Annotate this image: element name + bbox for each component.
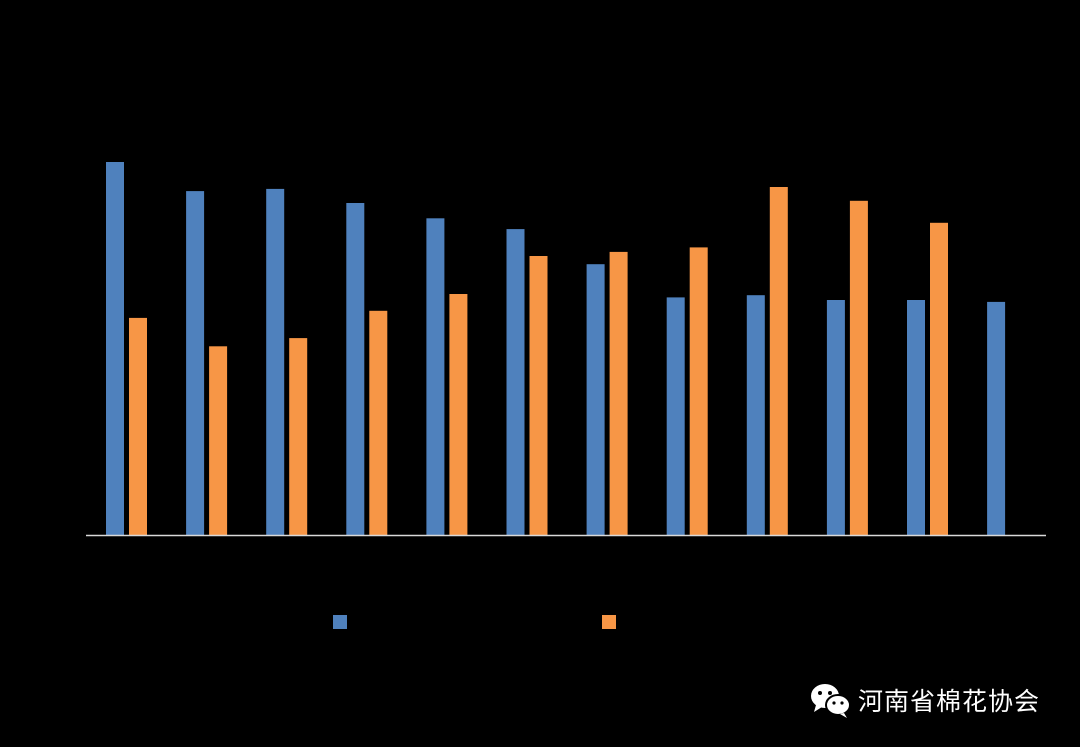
bar-series-1-group-11 [907, 300, 925, 535]
legend-swatch-series-1 [333, 615, 347, 629]
bar-series-2-group-7 [609, 251, 628, 535]
bar-series-2-group-4 [369, 310, 388, 535]
bar-series-1-group-7 [586, 264, 605, 535]
watermark: 河南省棉花协会 [808, 680, 1040, 720]
bar-series-2-group-8 [689, 247, 708, 535]
bar-series-1-group-6 [506, 229, 525, 535]
bar-series-2-group-6 [529, 256, 548, 535]
bar-series-1-group-12 [987, 301, 1006, 535]
bar-series-1-group-10 [826, 300, 845, 535]
bar-series-1-group-8 [666, 297, 685, 535]
bar-series-2-group-2 [209, 346, 228, 535]
bar-series-1-group-4 [346, 203, 365, 535]
bar-series-2-group-3 [289, 338, 308, 535]
bar-series-2-group-1 [129, 317, 147, 535]
bars-group [106, 162, 1006, 536]
legend-swatch-series-2 [602, 615, 616, 629]
bar-series-1-group-2 [186, 191, 205, 535]
bar-series-2-group-11 [930, 222, 948, 536]
bar-series-2-group-9 [769, 187, 788, 535]
bar-series-2-group-10 [849, 200, 868, 536]
bar-series-1-group-3 [266, 188, 285, 535]
bar-series-1-group-1 [106, 162, 124, 535]
bar-series-1-group-5 [426, 218, 445, 536]
watermark-text: 河南省棉花协会 [858, 687, 1041, 716]
bar-series-1-group-9 [746, 295, 765, 535]
legend [333, 615, 616, 629]
bar-series-2-group-5 [449, 294, 468, 535]
wechat-icon [811, 684, 851, 718]
